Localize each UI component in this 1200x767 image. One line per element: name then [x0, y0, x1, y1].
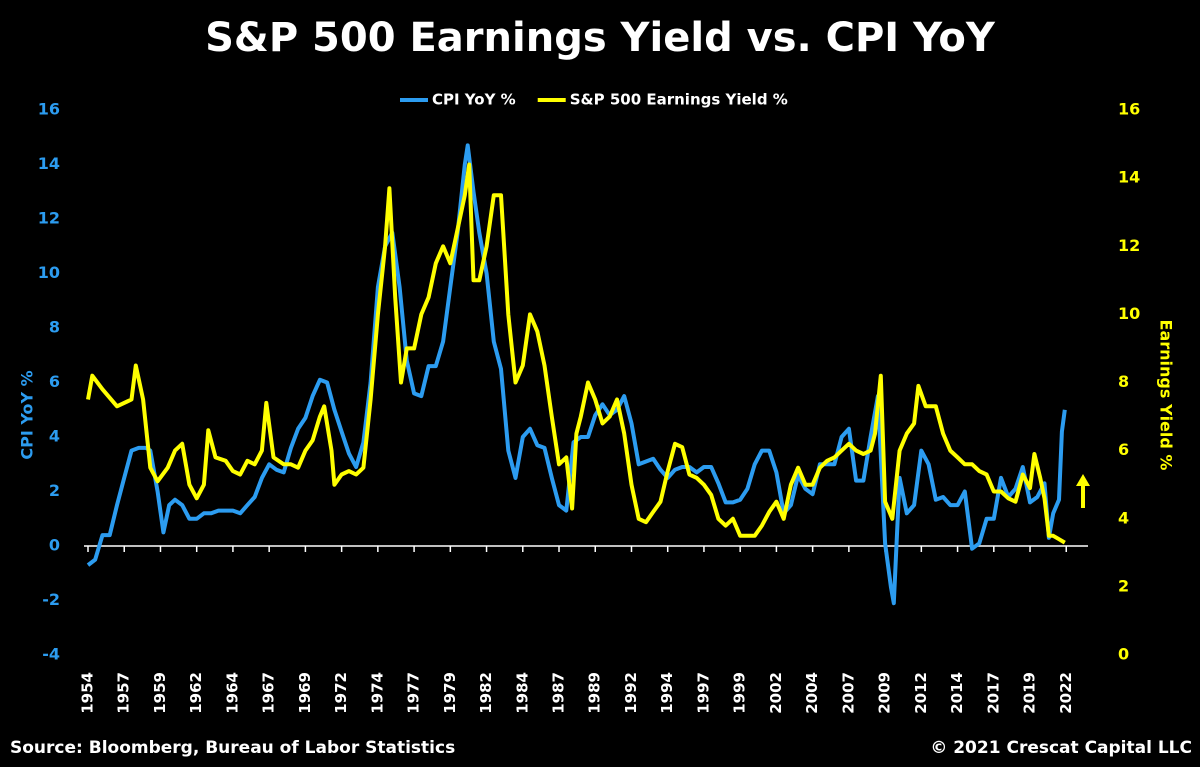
x-tick-label: 2019	[1021, 672, 1039, 714]
series-line	[86, 162, 1066, 545]
y-axis-label: CPI YoY %	[18, 370, 37, 459]
y2-tick-label: 4	[1118, 508, 1129, 527]
y2-tick-label: 10	[1118, 304, 1140, 323]
x-tick-label: 1969	[296, 672, 314, 714]
source-note: Source: Bloomberg, Bureau of Labor Stati…	[10, 738, 455, 758]
y-tick-label: 10	[38, 263, 60, 282]
y2-tick-label: 12	[1118, 236, 1140, 255]
x-tick-label: 1999	[731, 672, 749, 714]
x-tick-label: 2007	[839, 672, 857, 714]
y-tick-label: -4	[42, 645, 60, 664]
x-tick-label: 1972	[332, 672, 350, 714]
y-tick-label: 16	[38, 100, 60, 119]
x-tick-label: 1954	[79, 672, 97, 714]
y-tick-label: 12	[38, 209, 60, 228]
x-tick-label: 1974	[368, 672, 386, 714]
x-tick-label: 1987	[550, 672, 568, 714]
x-tick-label: 1997	[694, 672, 712, 714]
credit-note: © 2021 Crescat Capital LLC	[930, 738, 1192, 758]
x-tick-label: 2004	[803, 672, 821, 714]
x-tick-label: 2002	[767, 672, 785, 714]
x-tick-label: 1964	[223, 672, 241, 714]
y-tick-label: 8	[49, 318, 60, 337]
y-tick-label: 6	[49, 372, 60, 391]
y2-tick-label: 2	[1118, 576, 1129, 595]
y2-tick-label: 0	[1118, 645, 1129, 664]
x-tick-label: 2022	[1057, 672, 1075, 714]
y2-tick-label: 16	[1118, 100, 1140, 119]
x-tick-label: 1992	[622, 672, 640, 714]
legend-label: S&P 500 Earnings Yield %	[570, 91, 788, 109]
y2-axis-label: Earnings Yield %	[1157, 320, 1176, 471]
x-tick-label: 1957	[115, 672, 133, 714]
annotation-arrow	[1076, 474, 1090, 508]
y2-tick-label: 8	[1118, 372, 1129, 391]
y-tick-label: 2	[49, 481, 60, 500]
y-tick-label: 4	[49, 427, 60, 446]
y2-tick-label: 14	[1118, 168, 1140, 187]
x-tick-label: 1979	[441, 672, 459, 714]
chart-title: S&P 500 Earnings Yield vs. CPI YoY	[205, 15, 996, 61]
x-tick-label: 1967	[260, 672, 278, 714]
legend-label: CPI YoY %	[432, 91, 516, 109]
x-tick-label: 1989	[586, 672, 604, 714]
x-tick-label: 2017	[984, 672, 1002, 714]
x-tick-label: 1977	[405, 672, 423, 714]
x-tick-label: 1959	[151, 672, 169, 714]
x-tick-label: 1982	[477, 672, 495, 714]
x-tick-label: 2009	[876, 672, 894, 714]
series-line	[86, 143, 1067, 606]
y-tick-label: 14	[38, 154, 60, 173]
x-tick-label: 1962	[187, 672, 205, 714]
x-tick-label: 1984	[513, 672, 531, 714]
y-tick-label: 0	[49, 536, 60, 555]
y2-tick-label: 6	[1118, 440, 1129, 459]
x-tick-label: 2012	[912, 672, 930, 714]
x-tick-label: 1994	[658, 672, 676, 714]
y-tick-label: -2	[42, 590, 60, 609]
x-tick-label: 2014	[948, 672, 966, 714]
